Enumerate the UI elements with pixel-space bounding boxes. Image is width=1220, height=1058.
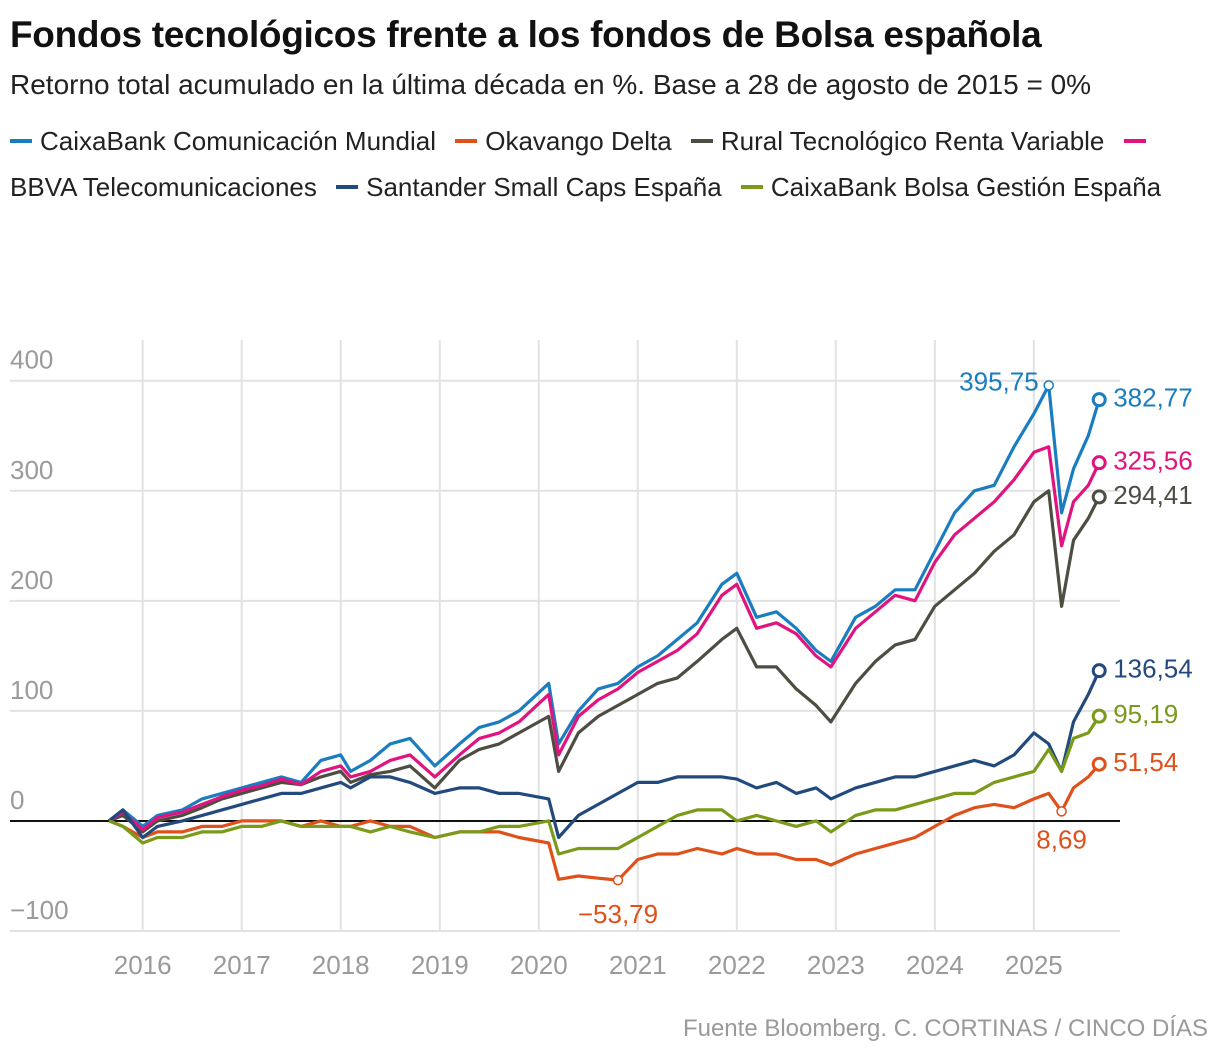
annotation-label: 136,54 xyxy=(1113,654,1193,684)
legend-label: Santander Small Caps España xyxy=(366,172,722,202)
legend-label: BBVA Telecomunicaciones xyxy=(10,172,317,202)
annotation-label: 95,19 xyxy=(1113,699,1178,729)
legend-item: Santander Small Caps España xyxy=(336,172,722,202)
legend-label: Okavango Delta xyxy=(485,126,672,156)
x-tick-label: 2018 xyxy=(312,950,370,980)
legend-label: CaixaBank Bolsa Gestión España xyxy=(770,172,1162,202)
annotation-label: 294,41 xyxy=(1113,480,1193,510)
legend-item: CaixaBank Comunicación Mundial xyxy=(10,126,436,156)
legend-swatch xyxy=(336,185,359,190)
legend-swatch xyxy=(690,139,713,144)
x-tick-label: 2017 xyxy=(213,950,271,980)
y-tick-label: −100 xyxy=(10,895,69,925)
x-tick-label: 2024 xyxy=(906,950,964,980)
legend-swatch xyxy=(455,139,478,144)
series-line xyxy=(108,715,1101,856)
y-tick-label: 100 xyxy=(10,675,53,705)
legend-swatch xyxy=(1123,139,1146,144)
annotation-label: 395,75 xyxy=(959,366,1039,396)
annotation-marker xyxy=(1091,489,1107,505)
annotation-label: 51,54 xyxy=(1113,747,1178,777)
x-tick-label: 2023 xyxy=(807,950,865,980)
x-tick-label: 2016 xyxy=(114,950,172,980)
header: Fondos tecnológicos frente a los fondos … xyxy=(10,14,1215,210)
annotation-marker xyxy=(1091,756,1107,772)
series-line xyxy=(108,383,1101,828)
series-line xyxy=(108,445,1101,832)
annotation-label: −53,79 xyxy=(578,899,658,929)
legend-swatch xyxy=(740,185,763,190)
x-tick-label: 2020 xyxy=(510,950,568,980)
series-line xyxy=(108,670,1101,840)
legend-swatch xyxy=(10,139,32,144)
annotation-label: 382,77 xyxy=(1113,383,1193,413)
annotation-marker xyxy=(1091,455,1107,471)
legend-label: Rural Tecnológico Renta Variable xyxy=(720,126,1105,156)
y-tick-label: 300 xyxy=(10,455,53,485)
legend-item: Rural Tecnológico Renta Variable xyxy=(690,126,1105,156)
y-tick-label: 0 xyxy=(10,785,24,815)
x-tick-label: 2019 xyxy=(411,950,469,980)
legend-item: Okavango Delta xyxy=(455,126,672,156)
series-line xyxy=(108,763,1101,882)
y-tick-label: 200 xyxy=(10,565,53,595)
annotation-marker xyxy=(1056,806,1067,817)
annotation-marker xyxy=(612,874,624,886)
annotation-label: 325,56 xyxy=(1113,446,1193,476)
legend-label: CaixaBank Comunicación Mundial xyxy=(40,126,436,156)
x-tick-label: 2021 xyxy=(609,950,667,980)
series-line xyxy=(108,489,1101,834)
x-tick-label: 2022 xyxy=(708,950,766,980)
legend-item: CaixaBank Bolsa Gestión España xyxy=(740,172,1162,202)
annotation-marker xyxy=(1091,392,1107,408)
source: Fuente Bloomberg. C. CORTINAS / CINCO DÍ… xyxy=(683,1015,1208,1042)
chart-subtitle: Retorno total acumulado en la última déc… xyxy=(10,69,1092,100)
legend: CaixaBank Comunicación Mundial Okavango … xyxy=(10,118,1215,210)
annotation-marker xyxy=(1091,663,1107,679)
annotation-marker xyxy=(1091,708,1107,724)
legend-item: BBVA Telecomunicaciones xyxy=(10,126,1154,202)
y-tick-label: 400 xyxy=(10,345,53,375)
annotation-marker xyxy=(1043,380,1054,391)
annotation-label: 8,69 xyxy=(1036,824,1087,854)
chart-title: Fondos tecnológicos frente a los fondos … xyxy=(10,14,1042,55)
x-tick-label: 2025 xyxy=(1005,950,1063,980)
